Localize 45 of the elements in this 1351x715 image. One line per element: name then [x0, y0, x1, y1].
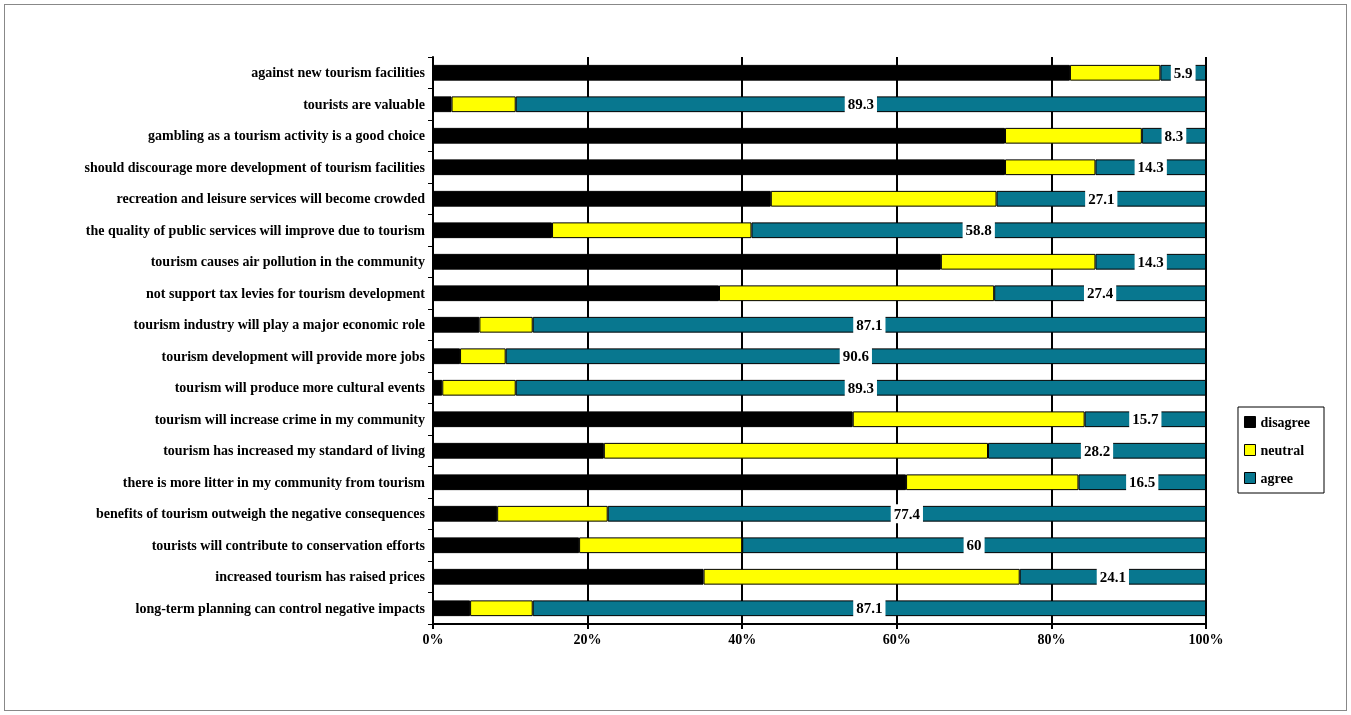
- y-tick-label: against new tourism facilities: [251, 65, 426, 81]
- x-tick-label: 100%: [1188, 631, 1224, 647]
- y-tick-label: tourism will produce more cultural events: [174, 380, 426, 396]
- y-tick-label: should discourage more development of tourism facilities: [84, 159, 426, 175]
- x-tick-label: 20%: [573, 631, 602, 647]
- y-tick-label: tourism development will provide more jobs: [161, 348, 426, 364]
- data-label: 27.4: [1086, 285, 1114, 302]
- data-label: 24.1: [1099, 568, 1126, 585]
- legend-label: neutral: [1260, 442, 1305, 458]
- y-tick-label: the quality of public services will improve due to tourism: [85, 222, 426, 238]
- y-tick-label: there is more litter in my community from tourism: [122, 474, 426, 490]
- x-tick-label: 80%: [1037, 631, 1066, 647]
- y-tick-label: tourism industry will play a major economic role: [133, 317, 425, 333]
- data-label: 89.3: [847, 379, 874, 396]
- y-tick-label: not support tax levies for tourism development: [146, 285, 426, 301]
- data-label: 87.1: [856, 316, 883, 333]
- y-tick-label: increased tourism has raised prices: [215, 569, 426, 585]
- y-tick-label: benefits of tourism outweigh the negative consequences: [96, 506, 426, 522]
- data-label: 77.4: [893, 505, 921, 522]
- legend-label: disagree: [1260, 414, 1310, 430]
- y-tick-label: long-term planning can control negative impacts: [135, 600, 426, 616]
- y-tick-label: tourists will contribute to conservation efforts: [151, 537, 426, 553]
- data-label: 28.2: [1083, 442, 1111, 459]
- data-label: 87.1: [856, 600, 883, 617]
- data-label: 58.8: [965, 222, 992, 239]
- data-label: 15.7: [1132, 411, 1159, 428]
- y-tick-label: tourism will increase crime in my community: [154, 411, 425, 427]
- data-label: 89.3: [847, 96, 874, 113]
- data-label: 90.6: [842, 348, 870, 365]
- data-label: 14.3: [1137, 253, 1164, 270]
- y-tick-label: tourism causes air pollution in the community: [150, 254, 425, 270]
- y-tick-label: tourism has increased my standard of living: [163, 443, 425, 459]
- data-label: 27.1: [1088, 190, 1115, 207]
- data-label: 60: [966, 537, 982, 554]
- y-tick-label: tourists are valuable: [303, 96, 425, 112]
- x-tick-label: 60%: [882, 631, 911, 647]
- x-tick-label: 0%: [422, 631, 444, 647]
- y-tick-label: recreation and leisure services will become crowded: [116, 191, 426, 207]
- data-label: 5.9: [1173, 64, 1193, 81]
- data-label: 16.5: [1129, 474, 1156, 491]
- legend-label: agree: [1260, 470, 1293, 486]
- data-label: 14.3: [1137, 159, 1164, 176]
- y-tick-label: gambling as a tourism activity is a good choice: [148, 128, 425, 144]
- x-tick-label: 40%: [728, 631, 757, 647]
- data-label: 8.3: [1164, 127, 1184, 144]
